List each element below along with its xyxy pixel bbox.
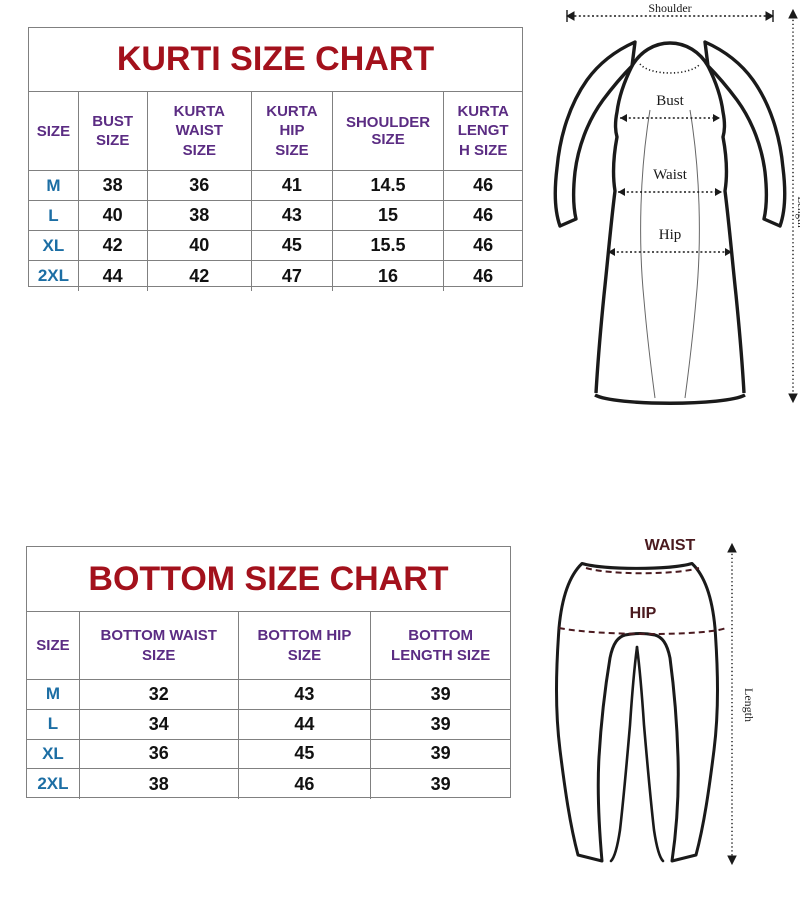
svg-text:Bust: Bust [656, 93, 684, 109]
svg-text:WAIST: WAIST [645, 537, 696, 554]
svg-text:Length: Length [742, 688, 756, 722]
svg-text:HIP: HIP [630, 605, 657, 622]
svg-text:Hip: Hip [659, 227, 682, 243]
svg-text:Length: Length [795, 196, 800, 228]
svg-text:Waist: Waist [653, 167, 688, 183]
svg-text:Shoulder: Shoulder [648, 1, 691, 15]
